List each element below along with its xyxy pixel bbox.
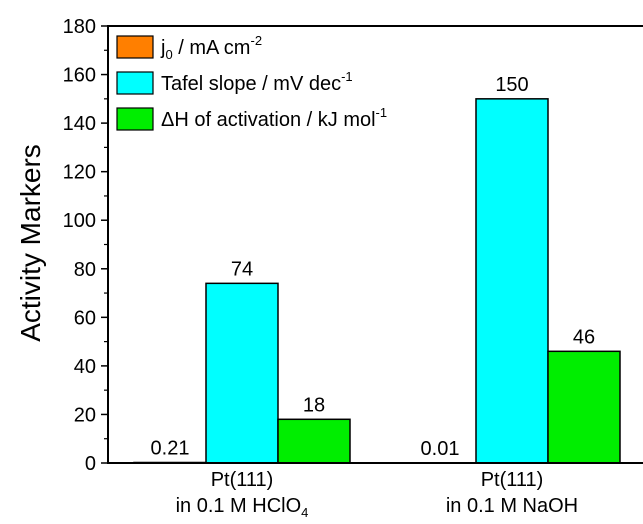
- bar-series3-cat2: [547, 350, 621, 464]
- data-label-series3-cat2: 46: [573, 326, 595, 348]
- y-tick-label: 180: [63, 16, 96, 38]
- bar-series3-cat1: [277, 418, 351, 464]
- data-labels-layer: 0.21 0.01 74 150 18 46: [151, 74, 596, 460]
- category-label-2-line2: in 0.1 M NaOH: [446, 495, 578, 517]
- legend-label-j0: j0 / mA cm-2: [160, 33, 262, 62]
- legend-swatch-tafel: [116, 71, 154, 95]
- y-tick-label: 40: [74, 356, 96, 378]
- bars-layer: [133, 98, 621, 464]
- category-label-1: Pt(111): [211, 469, 274, 491]
- x-category-labels: Pt(111) in 0.1 M HClO4 Pt(111) in 0.1 M …: [176, 469, 579, 520]
- data-label-series1-cat1: 0.21: [151, 437, 190, 459]
- y-tick-label: 120: [63, 162, 96, 184]
- y-tick-label: 80: [74, 259, 96, 281]
- data-label-series1-cat2: 0.01: [421, 438, 460, 460]
- legend-label-dh: ΔH of activation / kJ mol-1: [161, 105, 387, 131]
- category-label-2: Pt(111): [481, 469, 544, 491]
- legend-swatch-j0: [116, 35, 154, 59]
- y-axis-label: Activity Markers: [15, 144, 46, 342]
- y-tick-label: 100: [63, 210, 96, 232]
- y-tick-label: 0: [85, 453, 96, 475]
- bar-series2-cat1: [205, 282, 279, 464]
- y-tick-label: 60: [74, 307, 96, 329]
- bar-series2-cat2: [475, 98, 549, 464]
- legend: j0 / mA cm-2 Tafel slope / mV dec-1 ΔH o…: [116, 33, 387, 131]
- y-tick-label: 140: [63, 113, 96, 135]
- data-label-series2-cat2: 150: [495, 74, 528, 96]
- data-label-series3-cat1: 18: [303, 394, 325, 416]
- category-label-1-line2: in 0.1 M HClO4: [176, 495, 309, 520]
- y-ticks-layer: 0 20 40 60 80 100 120 140 160 180: [63, 16, 108, 475]
- data-label-series2-cat1: 74: [231, 258, 253, 280]
- legend-swatch-dh: [116, 107, 154, 131]
- y-tick-label: 160: [63, 65, 96, 87]
- legend-label-tafel: Tafel slope / mV dec-1: [161, 69, 353, 95]
- y-tick-label: 20: [74, 404, 96, 426]
